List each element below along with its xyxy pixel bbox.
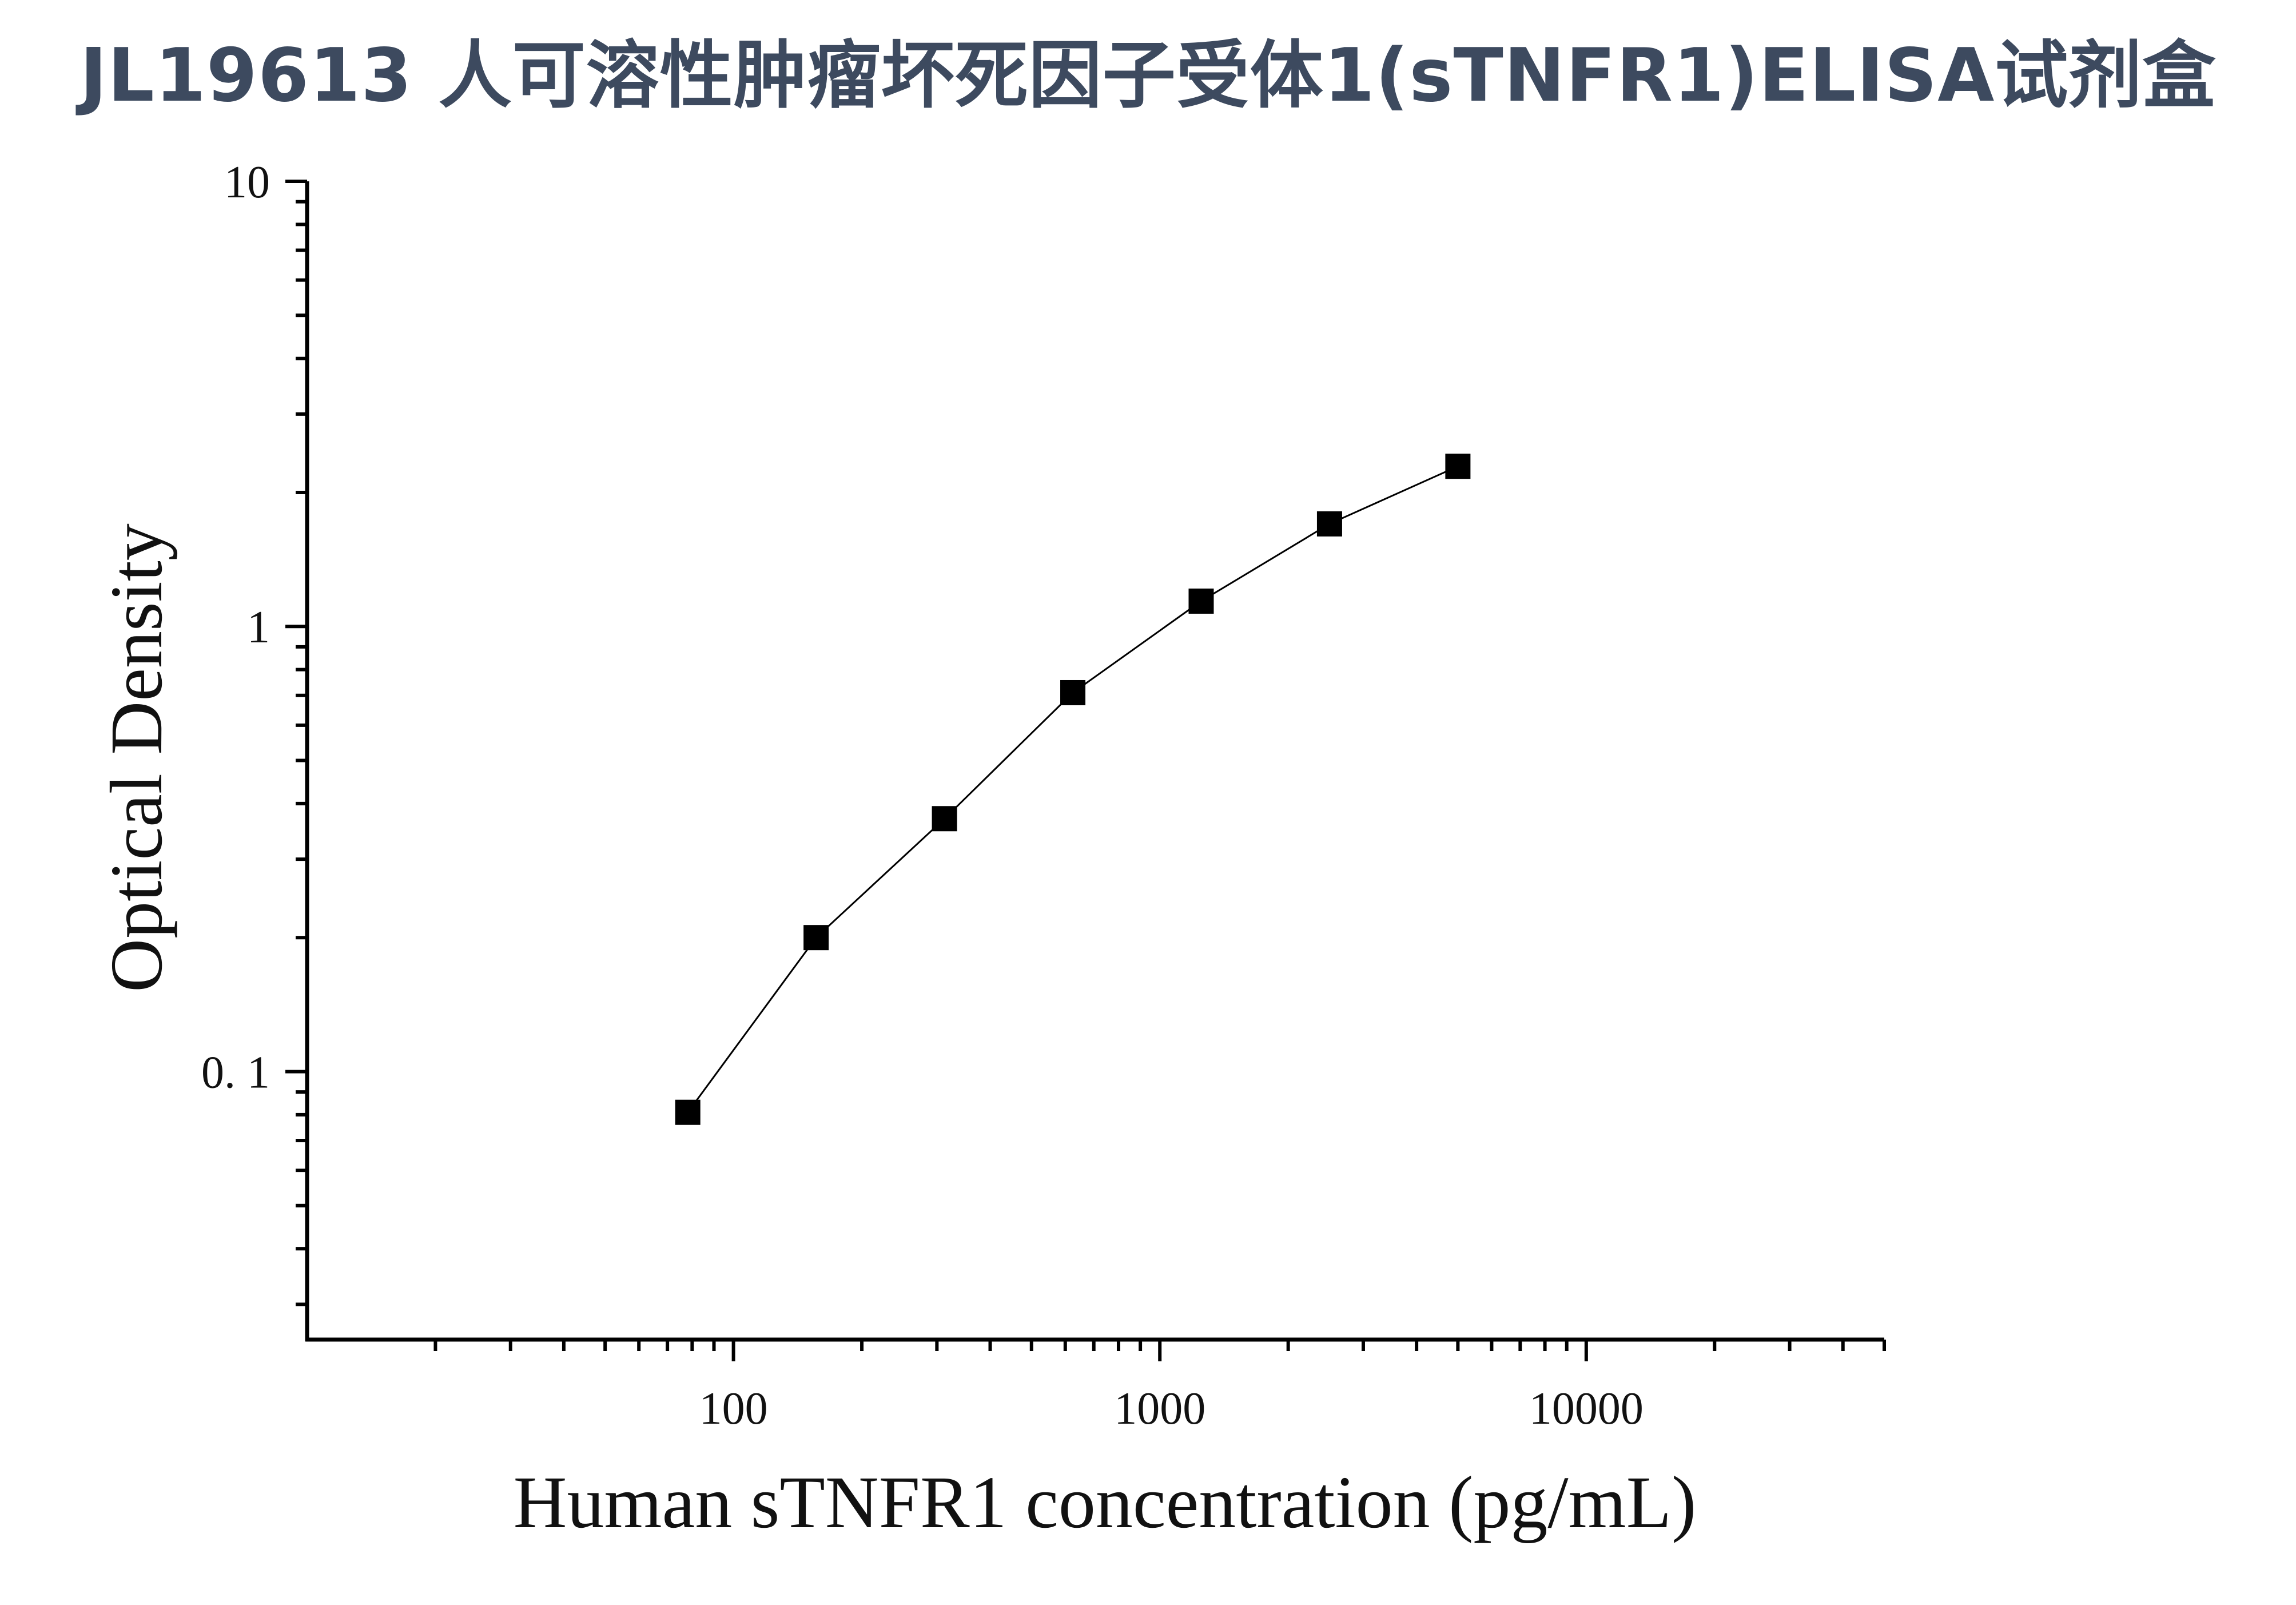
- x-tick-label: 10000: [1529, 1384, 1644, 1434]
- axes: [305, 181, 1884, 1342]
- data-point-marker: [1060, 680, 1086, 705]
- data-point-marker: [932, 806, 957, 832]
- series-line: [687, 465, 1459, 1113]
- chart-title: JL19613 人可溶性肿瘤坏死因子受体1(sTNFR1)ELISA试剂盒: [79, 33, 2217, 118]
- data-point-marker: [803, 925, 829, 951]
- data-point-marker: [1445, 454, 1471, 479]
- data-point-marker: [1316, 511, 1342, 537]
- axis-tick-labels: 0. 1 1 10 100 1000 10000: [201, 157, 1644, 1434]
- data-point-marker: [675, 1099, 701, 1125]
- axis-ticks: [285, 180, 1886, 1361]
- x-tick-label: 1000: [1114, 1384, 1205, 1434]
- y-axis-label: Optical Density: [95, 523, 178, 992]
- y-tick-label: 0. 1: [201, 1047, 270, 1098]
- data-point-marker: [1188, 588, 1214, 614]
- x-tick-label: 100: [699, 1384, 768, 1434]
- x-axis-label: Human sTNFR1 concentration (pg/mL): [514, 1461, 1697, 1544]
- y-tick-label: 10: [224, 157, 270, 208]
- data-series: [675, 454, 1471, 1125]
- y-tick-label: 1: [247, 602, 270, 653]
